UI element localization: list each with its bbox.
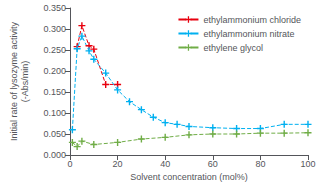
svg-text:ethylammonium chloride: ethylammonium chloride (203, 15, 301, 25)
svg-text:80: 80 (255, 159, 265, 169)
svg-text:0.200: 0.200 (43, 66, 66, 76)
svg-text:100: 100 (300, 159, 315, 169)
svg-text:ethylene glycol: ethylene glycol (203, 43, 263, 53)
svg-text:0.350: 0.350 (43, 3, 66, 13)
svg-text:Solvent concentration (mol%): Solvent concentration (mol%) (130, 172, 248, 182)
svg-text:ethylammonium nitrate: ethylammonium nitrate (203, 29, 294, 39)
svg-text:(-Abs/min): (-Abs/min) (20, 61, 30, 103)
svg-text:0.150: 0.150 (43, 87, 66, 97)
svg-text:0.050: 0.050 (43, 129, 66, 139)
svg-text:20: 20 (113, 159, 123, 169)
svg-text:0.000: 0.000 (43, 150, 66, 160)
svg-text:Initial rate of lysozyme activ: Initial rate of lysozyme activity (9, 21, 19, 141)
svg-text:60: 60 (208, 159, 218, 169)
svg-text:0.300: 0.300 (43, 24, 66, 34)
svg-text:0.250: 0.250 (43, 45, 66, 55)
svg-text:0.100: 0.100 (43, 108, 66, 118)
svg-text:40: 40 (160, 159, 170, 169)
svg-text:0: 0 (67, 159, 72, 169)
